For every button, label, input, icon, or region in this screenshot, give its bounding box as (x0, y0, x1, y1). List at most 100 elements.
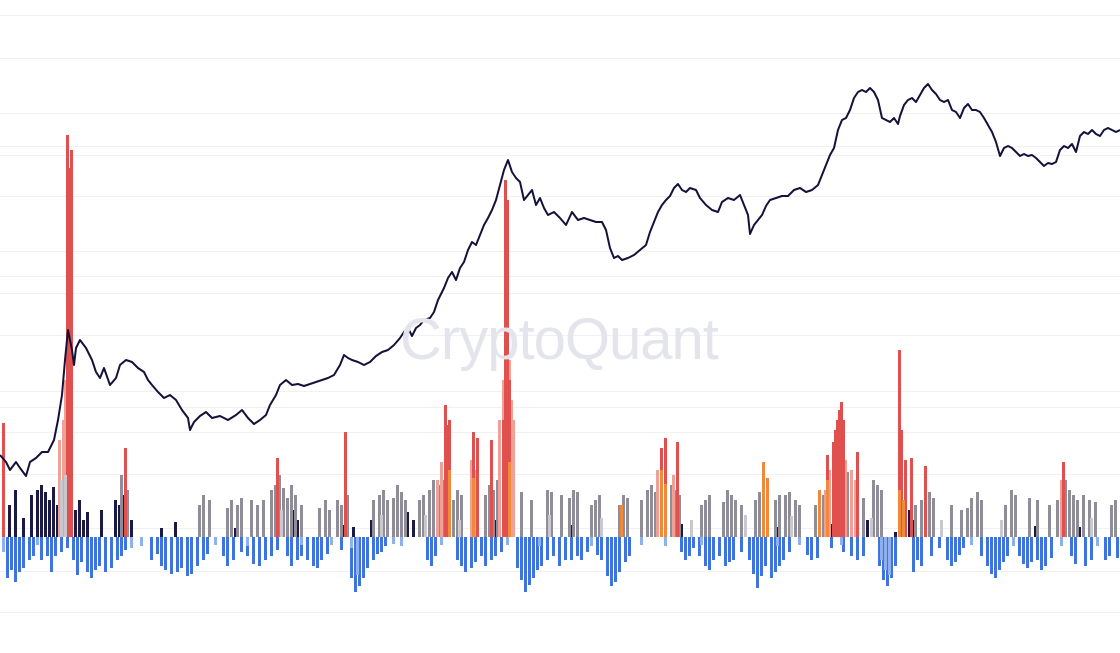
bar (1060, 537, 1063, 546)
bar (672, 475, 675, 537)
bar (830, 537, 833, 548)
bar (494, 520, 497, 537)
bar (378, 495, 381, 537)
bar (708, 495, 711, 537)
bar (116, 537, 119, 560)
bar (380, 537, 383, 552)
bar (226, 537, 229, 566)
bar (110, 537, 113, 568)
bar (898, 490, 901, 537)
bar (300, 537, 303, 556)
bar (862, 498, 865, 537)
bar (822, 495, 825, 537)
bar (856, 452, 859, 537)
bar (444, 405, 447, 537)
bar (758, 492, 761, 537)
bar (676, 442, 679, 537)
bar (294, 495, 297, 537)
bar (366, 537, 369, 568)
bar (54, 537, 57, 556)
bar (618, 505, 621, 537)
bar (74, 510, 77, 537)
bar (1114, 500, 1117, 537)
bar (904, 460, 907, 537)
bar (524, 537, 527, 592)
bar (688, 537, 691, 556)
bar (770, 537, 773, 578)
bar (890, 537, 893, 578)
bar (490, 537, 493, 560)
bar (1022, 537, 1025, 564)
bar (894, 537, 897, 566)
bar (790, 516, 793, 537)
bar (120, 475, 123, 537)
bar (814, 505, 817, 537)
bar (1090, 518, 1093, 537)
bar (434, 537, 437, 556)
bar (1084, 537, 1087, 566)
bar (824, 490, 827, 537)
bar (550, 492, 553, 537)
bar (898, 350, 901, 537)
bar (392, 537, 395, 544)
bar (256, 505, 259, 537)
bar (842, 420, 845, 537)
bar (342, 525, 345, 537)
bar (350, 537, 353, 578)
bar (340, 505, 343, 537)
bar (970, 537, 973, 545)
bar (986, 537, 989, 566)
bar (292, 510, 295, 537)
bar (82, 520, 85, 537)
bar (1014, 495, 1017, 537)
bar (118, 505, 121, 537)
bar (552, 537, 555, 556)
bar (240, 498, 243, 537)
bar (506, 200, 509, 537)
bar-group-gray (120, 472, 1117, 537)
bar-group-navy (2, 485, 1081, 537)
bar (230, 500, 233, 537)
bar (286, 537, 289, 556)
bar (816, 537, 819, 558)
bar (560, 495, 563, 537)
bar (76, 537, 79, 575)
bar (324, 500, 327, 537)
bar (2, 423, 5, 537)
bar (932, 498, 935, 537)
bar (908, 510, 911, 537)
bar (594, 500, 597, 537)
bar-group-lightgray (60, 475, 1093, 537)
bar (836, 420, 839, 537)
bar (516, 537, 519, 568)
bar (734, 500, 737, 537)
bar (406, 512, 409, 537)
bar (346, 495, 349, 537)
bar (418, 500, 421, 537)
bar (712, 537, 715, 560)
bar (950, 537, 953, 566)
bar (598, 495, 601, 537)
bar (528, 537, 531, 585)
bar (590, 505, 593, 537)
bar (1040, 537, 1043, 570)
bar (80, 537, 83, 562)
bar (930, 537, 933, 556)
bar (240, 537, 243, 552)
bar (494, 537, 497, 556)
bar (60, 537, 63, 552)
bar (730, 495, 733, 537)
bar (826, 480, 829, 537)
bar (912, 537, 915, 572)
bar (438, 485, 441, 537)
bar (270, 490, 273, 537)
bar (888, 537, 891, 575)
bar (380, 515, 383, 537)
bar (352, 527, 355, 537)
bar (624, 537, 627, 562)
bar (1006, 537, 1009, 556)
bar (282, 488, 285, 537)
bar (840, 537, 843, 545)
bar (572, 490, 575, 537)
bar (530, 500, 533, 537)
